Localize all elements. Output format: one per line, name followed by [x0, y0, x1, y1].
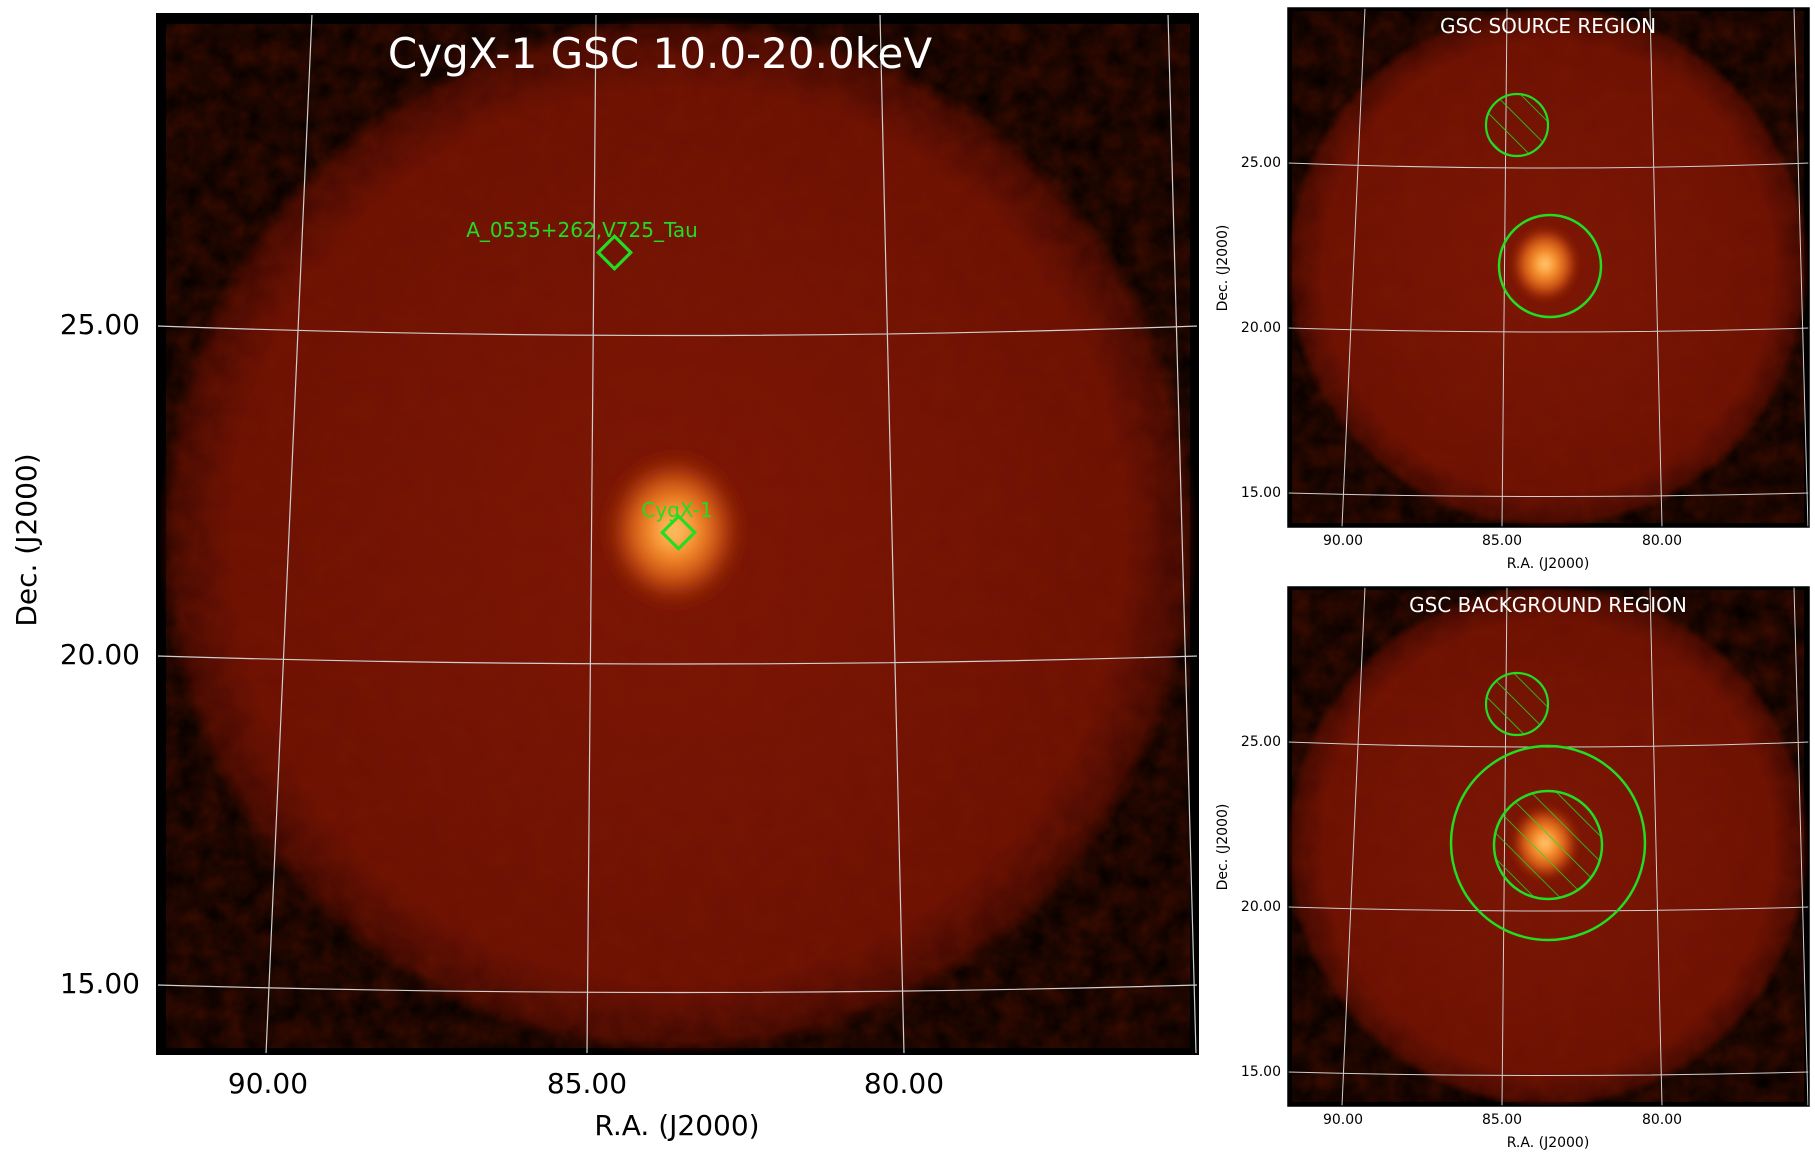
main-y-axis-label: Dec. (J2000): [10, 453, 43, 626]
main-source-markers: A_0535+262,V725_Tau CygX-1: [466, 218, 713, 552]
main-y-tick-label: 20.00: [60, 638, 140, 671]
main-y-tick-label: 15.00: [60, 967, 140, 1000]
main-source-glow: [602, 450, 746, 610]
background-x-tick-label: 90.00: [1323, 1112, 1363, 1128]
source-marker-diamond: [659, 513, 698, 552]
background-y-tick-label: 25.00: [1241, 734, 1281, 750]
source-marker-diamond: [595, 233, 634, 272]
source-label: A_0535+262,V725_Tau: [466, 218, 698, 242]
source-y-axis-label: Dec. (J2000): [1215, 225, 1231, 312]
background-y-tick-label: 15.00: [1241, 1064, 1281, 1080]
source-glow: [1509, 224, 1581, 304]
background-annulus-inner-excluded: [1492, 789, 1604, 901]
source-panel-title: GSC SOURCE REGION: [1440, 14, 1656, 38]
source-y-tick-label: 15.00: [1241, 485, 1281, 501]
main-title: CygX-1 GSC 10.0-20.0keV: [388, 29, 932, 78]
main-coordinate-grid: [157, 14, 1198, 1054]
background-x-axis-label: R.A. (J2000): [1507, 1135, 1590, 1151]
background-panel-title: GSC BACKGROUND REGION: [1409, 593, 1687, 617]
background-x-tick-label: 80.00: [1642, 1112, 1682, 1128]
source-region-circle: [1497, 213, 1603, 319]
background-y-axis-label: Dec. (J2000): [1215, 804, 1231, 891]
excluded-region-circle: [1484, 671, 1550, 737]
background-y-tick-label: 20.00: [1241, 899, 1281, 915]
background-region-panel: GSC BACKGROUND REGION 25.00 20.00 15.00 …: [1215, 586, 1810, 1151]
source-coordinate-grid: [1288, 8, 1809, 527]
background-x-tick-label: 85.00: [1482, 1112, 1522, 1128]
source-x-tick-label: 85.00: [1482, 533, 1522, 549]
main-panel: A_0535+262,V725_Tau CygX-1 CygX-1 GSC 10…: [10, 13, 1199, 1142]
main-x-tick-label: 80.00: [864, 1067, 944, 1100]
main-x-axis-label: R.A. (J2000): [594, 1109, 759, 1142]
source-y-tick-label: 20.00: [1241, 320, 1281, 336]
source-frame: [1287, 7, 1810, 528]
source-label: CygX-1: [641, 498, 712, 522]
source-x-axis-label: R.A. (J2000): [1507, 556, 1590, 572]
main-y-tick-label: 25.00: [60, 308, 140, 341]
source-y-tick-label: 25.00: [1241, 155, 1281, 171]
source-region-panel: GSC SOURCE REGION 25.00 20.00 15.00 90.0…: [1215, 7, 1810, 572]
source-x-tick-label: 80.00: [1642, 533, 1682, 549]
main-x-tick-label: 90.00: [228, 1067, 308, 1100]
background-annulus-outer: [1449, 744, 1647, 942]
background-frame: [1287, 586, 1810, 1107]
source-x-tick-label: 90.00: [1323, 533, 1363, 549]
main-frame: [156, 13, 1199, 1055]
main-x-tick-label: 85.00: [547, 1067, 627, 1100]
excluded-region-circle: [1484, 92, 1550, 158]
